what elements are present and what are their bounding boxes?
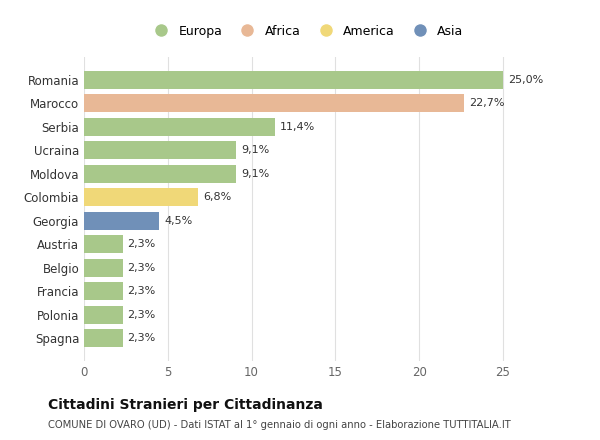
Text: COMUNE DI OVARO (UD) - Dati ISTAT al 1° gennaio di ogni anno - Elaborazione TUTT: COMUNE DI OVARO (UD) - Dati ISTAT al 1° … bbox=[48, 420, 511, 430]
Bar bbox=[84, 188, 198, 206]
Text: 9,1%: 9,1% bbox=[241, 145, 270, 155]
Text: 4,5%: 4,5% bbox=[164, 216, 193, 226]
Bar bbox=[84, 235, 122, 253]
Bar bbox=[84, 259, 122, 276]
Bar bbox=[84, 118, 275, 136]
Bar bbox=[84, 95, 464, 112]
Text: 22,7%: 22,7% bbox=[469, 98, 505, 108]
Text: 11,4%: 11,4% bbox=[280, 122, 315, 132]
Bar bbox=[84, 212, 160, 230]
Legend: Europa, Africa, America, Asia: Europa, Africa, America, Asia bbox=[145, 21, 467, 41]
Text: 2,3%: 2,3% bbox=[128, 263, 156, 273]
Text: Cittadini Stranieri per Cittadinanza: Cittadini Stranieri per Cittadinanza bbox=[48, 398, 323, 412]
Bar bbox=[84, 330, 122, 347]
Text: 6,8%: 6,8% bbox=[203, 192, 231, 202]
Bar bbox=[84, 306, 122, 323]
Text: 25,0%: 25,0% bbox=[508, 75, 543, 85]
Bar bbox=[84, 71, 503, 88]
Text: 2,3%: 2,3% bbox=[128, 286, 156, 296]
Bar bbox=[84, 165, 236, 183]
Text: 9,1%: 9,1% bbox=[241, 169, 270, 179]
Text: 2,3%: 2,3% bbox=[128, 239, 156, 249]
Bar bbox=[84, 142, 236, 159]
Text: 2,3%: 2,3% bbox=[128, 310, 156, 320]
Bar bbox=[84, 282, 122, 300]
Text: 2,3%: 2,3% bbox=[128, 333, 156, 343]
